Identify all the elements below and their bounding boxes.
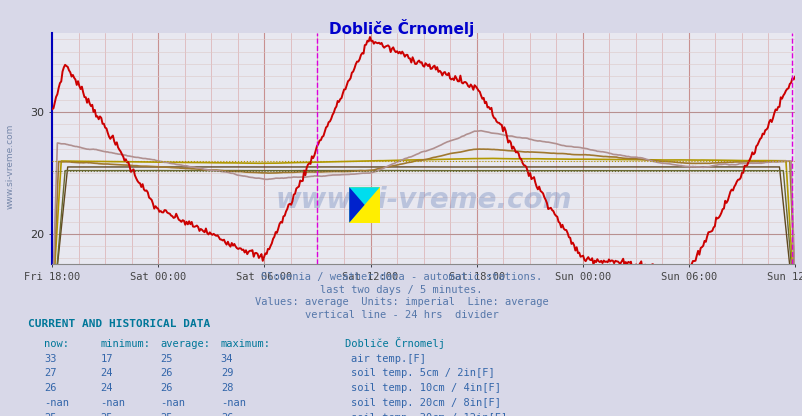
Text: soil temp. 20cm / 8in[F]: soil temp. 20cm / 8in[F] — [350, 399, 500, 409]
Text: 26: 26 — [160, 369, 173, 379]
Text: 26: 26 — [160, 384, 173, 394]
Text: -nan: -nan — [44, 399, 69, 409]
Text: -nan: -nan — [221, 399, 245, 409]
Text: 34: 34 — [221, 354, 233, 364]
Text: Dobliče Črnomelj: Dobliče Črnomelj — [329, 19, 473, 37]
Text: last two days / 5 minutes.: last two days / 5 minutes. — [320, 285, 482, 295]
Text: now:: now: — [44, 339, 69, 349]
Text: soil temp. 10cm / 4in[F]: soil temp. 10cm / 4in[F] — [350, 384, 500, 394]
Text: www.si-vreme.com: www.si-vreme.com — [5, 124, 14, 209]
Text: -nan: -nan — [100, 399, 125, 409]
Text: 25: 25 — [44, 414, 57, 416]
Text: -nan: -nan — [160, 399, 185, 409]
Text: vertical line - 24 hrs  divider: vertical line - 24 hrs divider — [304, 310, 498, 320]
Text: 25: 25 — [160, 414, 173, 416]
Polygon shape — [349, 187, 379, 223]
Text: soil temp. 30cm / 12in[F]: soil temp. 30cm / 12in[F] — [350, 414, 507, 416]
Text: 28: 28 — [221, 384, 233, 394]
Text: Dobliče Črnomelj: Dobliče Črnomelj — [345, 337, 445, 349]
Text: soil temp. 5cm / 2in[F]: soil temp. 5cm / 2in[F] — [350, 369, 494, 379]
Text: maximum:: maximum: — [221, 339, 270, 349]
Text: 29: 29 — [221, 369, 233, 379]
Text: 26: 26 — [221, 414, 233, 416]
Text: 33: 33 — [44, 354, 57, 364]
Text: 27: 27 — [44, 369, 57, 379]
Text: minimum:: minimum: — [100, 339, 150, 349]
Text: Values: average  Units: imperial  Line: average: Values: average Units: imperial Line: av… — [254, 297, 548, 307]
Text: average:: average: — [160, 339, 210, 349]
Text: 24: 24 — [100, 369, 113, 379]
Text: 24: 24 — [100, 384, 113, 394]
Text: Slovenia / weather data - automatic stations.: Slovenia / weather data - automatic stat… — [261, 272, 541, 282]
Text: air temp.[F]: air temp.[F] — [350, 354, 425, 364]
Text: 25: 25 — [160, 354, 173, 364]
Text: 25: 25 — [100, 414, 113, 416]
Text: CURRENT AND HISTORICAL DATA: CURRENT AND HISTORICAL DATA — [28, 319, 210, 329]
Text: 17: 17 — [100, 354, 113, 364]
Polygon shape — [349, 187, 364, 223]
Text: 26: 26 — [44, 384, 57, 394]
Text: www.si-vreme.com: www.si-vreme.com — [275, 186, 571, 213]
